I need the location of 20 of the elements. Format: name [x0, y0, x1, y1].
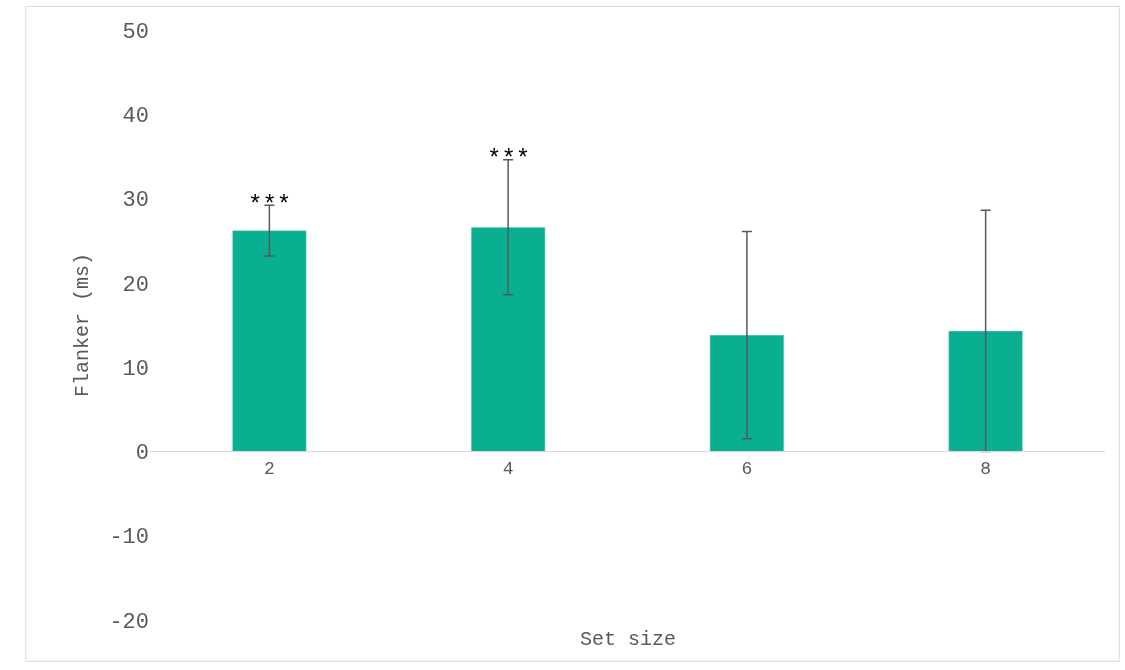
- annotation: ***: [248, 192, 292, 219]
- bar: [709, 334, 785, 452]
- x-axis-title: Set size: [580, 628, 677, 651]
- bar: [470, 226, 546, 452]
- bar: [232, 230, 307, 452]
- y-tick-label: -10: [109, 525, 149, 551]
- x-tick-label: 4: [502, 459, 514, 480]
- y-tick-label: 30: [122, 188, 149, 214]
- annotation: ***: [487, 146, 531, 173]
- y-tick-label: 50: [122, 19, 149, 45]
- y-tick-label: 10: [122, 356, 149, 382]
- y-axis-title: Flanker (ms): [70, 252, 94, 398]
- y-tick-label: 0: [135, 441, 149, 467]
- x-tick-label: 8: [980, 459, 992, 480]
- x-tick-label: 2: [263, 459, 275, 480]
- y-tick-label: 40: [122, 103, 149, 129]
- x-tick-label: 6: [741, 459, 753, 480]
- bar: [948, 330, 1023, 452]
- y-tick-label: -20: [109, 609, 149, 635]
- y-tick-label: 20: [122, 272, 149, 298]
